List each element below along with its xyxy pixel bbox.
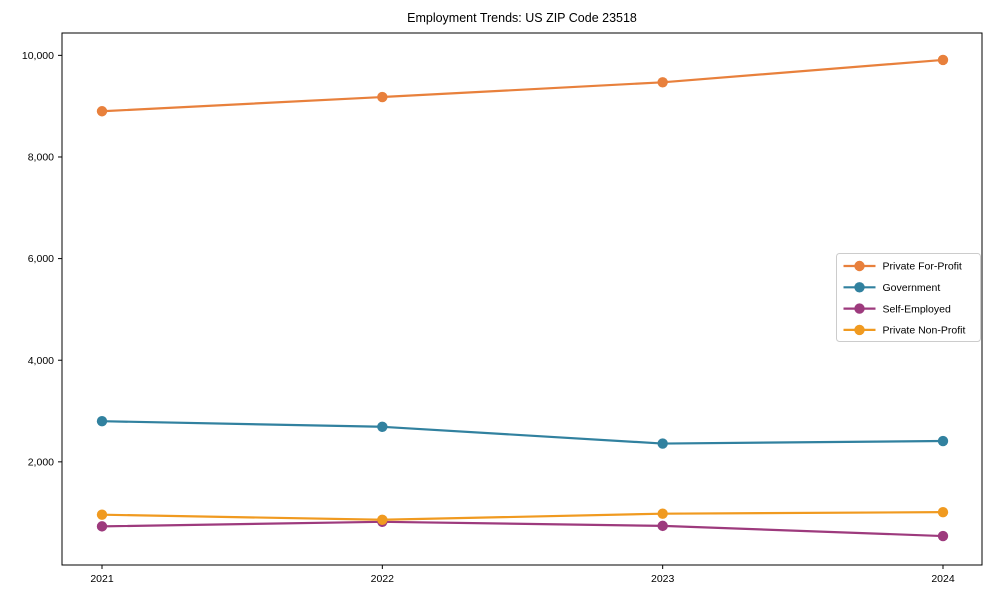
legend-marker: [854, 282, 865, 293]
legend-item-government: Government: [843, 282, 941, 294]
legend-marker: [854, 260, 865, 272]
series-marker-private-non-profit: [377, 514, 388, 525]
y-tick-label: 8,000: [28, 152, 54, 164]
series-line-private-for-profit: [101, 58, 944, 113]
legend-label: Private Non-Profit: [883, 325, 966, 337]
series-marker-private-non-profit: [937, 506, 949, 518]
series-marker-self-employed: [937, 530, 949, 542]
x-tick-label: 2021: [90, 573, 114, 585]
legend-item-private-for-profit: Private For-Profit: [843, 260, 962, 273]
series-marker-government: [937, 435, 949, 447]
legend-marker: [854, 324, 865, 336]
series-marker-private-for-profit: [377, 91, 388, 103]
y-tick-label: 4,000: [28, 355, 54, 367]
series-marker-private-for-profit: [657, 77, 668, 88]
series-line-private-non-profit: [101, 511, 944, 521]
x-tick-label: 2022: [371, 573, 395, 585]
legend-label: Self-Employed: [883, 303, 951, 315]
legend-marker: [854, 303, 865, 314]
y-tick-label: 2,000: [28, 456, 54, 468]
series-marker-government: [96, 416, 108, 427]
chart-title: Employment Trends: US ZIP Code 23518: [407, 11, 637, 25]
x-tick-label: 2023: [651, 573, 675, 585]
legend-item-private-non-profit: Private Non-Profit: [843, 324, 966, 337]
legend-box: [836, 253, 981, 342]
series-marker-government: [657, 438, 668, 449]
series-marker-private-for-profit: [937, 54, 949, 66]
x-tick-label: 2024: [931, 573, 955, 585]
y-tick-label: 6,000: [28, 253, 54, 265]
series-marker-self-employed: [96, 521, 108, 532]
series-marker-private-non-profit: [657, 508, 668, 519]
legend-label: Private For-Profit: [883, 261, 962, 273]
legend-item-self-employed: Self-Employed: [843, 303, 951, 315]
series-marker-government: [377, 421, 388, 432]
legend-label: Government: [883, 282, 941, 294]
series-marker-self-employed: [657, 520, 668, 532]
series-marker-private-for-profit: [96, 106, 108, 117]
series-marker-private-non-profit: [96, 509, 108, 520]
series-line-government: [101, 420, 944, 445]
series-line-self-employed: [101, 520, 944, 538]
plot-border: [61, 32, 983, 566]
y-tick-label: 10,000: [22, 50, 54, 62]
